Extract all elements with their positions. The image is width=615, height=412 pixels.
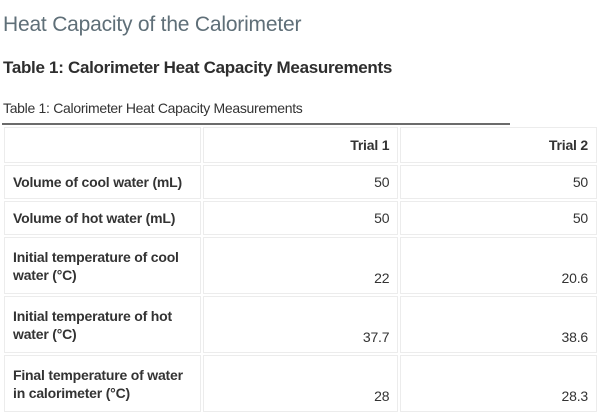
table-row: Initial temperature of hot water (°C) 37… [4, 296, 597, 353]
table-header-row: Trial 1 Trial 2 [4, 127, 597, 163]
row-label: Initial temperature of cool water (°C) [4, 237, 201, 294]
row-label: Final temperature of water in calorimete… [4, 355, 201, 412]
cell-trial-2: 50 [400, 165, 597, 199]
cell-trial-1: 50 [202, 201, 399, 235]
column-header-trial-2: Trial 2 [400, 127, 597, 163]
cell-trial-2: 38.6 [400, 296, 597, 353]
table-caption: Table 1: Calorimeter Heat Capacity Measu… [3, 100, 303, 116]
row-label: Volume of hot water (mL) [4, 201, 201, 235]
column-header-trial-1: Trial 1 [202, 127, 399, 163]
measurements-table: Trial 1 Trial 2 Volume of cool water (mL… [2, 125, 599, 412]
cell-trial-2: 20.6 [400, 237, 597, 294]
cell-trial-1: 37.7 [202, 296, 399, 353]
table-row: Volume of hot water (mL) 50 50 [4, 201, 597, 235]
row-label: Volume of cool water (mL) [4, 165, 201, 199]
table-row: Initial temperature of cool water (°C) 2… [4, 237, 597, 294]
table-row: Volume of cool water (mL) 50 50 [4, 165, 597, 199]
cell-trial-2: 28.3 [400, 355, 597, 412]
row-label: Initial temperature of hot water (°C) [4, 296, 201, 353]
section-title: Heat Capacity of the Calorimeter [3, 13, 302, 36]
table-heading: Table 1: Calorimeter Heat Capacity Measu… [3, 58, 393, 77]
cell-trial-1: 28 [202, 355, 399, 412]
table-row: Final temperature of water in calorimete… [4, 355, 597, 412]
cell-trial-1: 50 [202, 165, 399, 199]
cell-trial-1: 22 [202, 237, 399, 294]
column-header-empty [4, 127, 201, 163]
cell-trial-2: 50 [400, 201, 597, 235]
table-top-rule [2, 123, 510, 125]
